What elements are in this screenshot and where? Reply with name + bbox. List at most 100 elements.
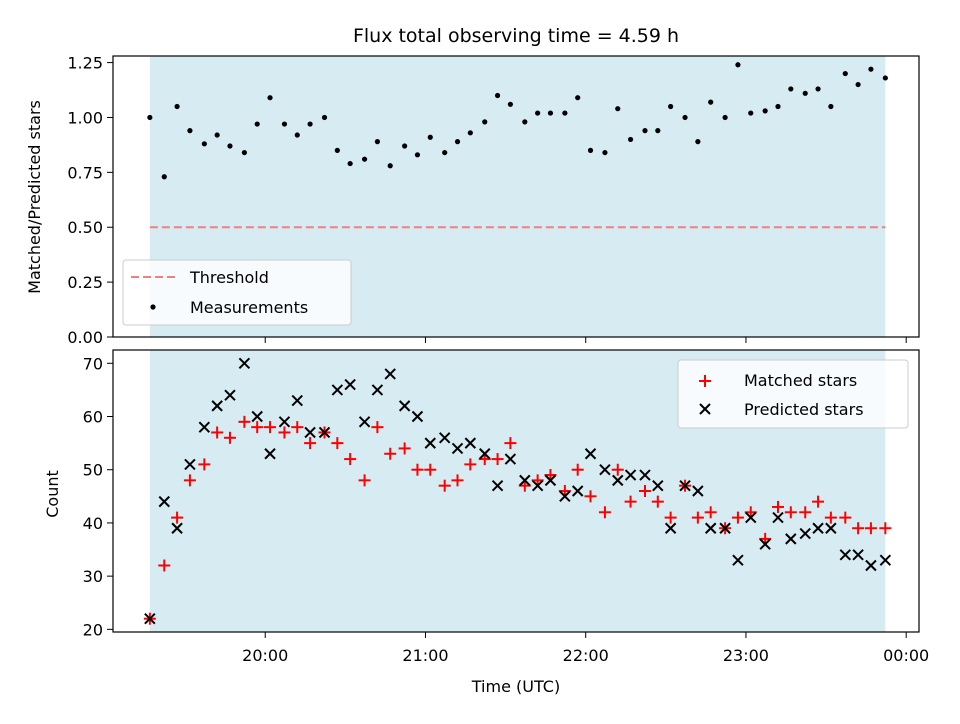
predicted-point-b (612, 474, 624, 487)
predicted-point-b (184, 458, 196, 471)
measurement-point (294, 132, 300, 138)
predicted-point (291, 394, 303, 407)
predicted-point-b (211, 400, 223, 412)
top-panel: 0.00 0.25 0.50 0.75 1.00 1.25 Matched/Predict… (25, 54, 920, 347)
matched-point (704, 506, 717, 519)
predicted-point-b (318, 426, 331, 439)
predicted-point-b (158, 495, 170, 508)
bottom-panel: 20 30 40 50 60 70 20:00 21:00 22:00 23:00 00:00 C… (43, 349, 929, 696)
bottom-ytick-label: 40 (83, 514, 103, 533)
predicted-point (584, 448, 597, 460)
measurement-point (482, 119, 488, 125)
measurement-point (615, 106, 621, 112)
predicted-point-b (825, 522, 837, 534)
predicted-point (825, 522, 837, 534)
predicted-point (184, 458, 196, 471)
measurement-point (467, 130, 473, 136)
predicted-point (652, 479, 664, 492)
predicted-point (211, 400, 223, 412)
chart-title: Flux total observing time = 4.59 h (353, 25, 679, 47)
predicted-point-b (852, 549, 864, 561)
x-tick-label: 00:00 (883, 646, 929, 665)
measurement-point (347, 160, 353, 167)
predicted-point (411, 410, 424, 423)
matched-point (651, 495, 664, 508)
measurement-point (642, 128, 648, 134)
predicted-point-b (759, 538, 771, 550)
legend-threshold-label: Threshold (189, 268, 269, 287)
predicted-point (158, 495, 170, 508)
measurement-point (868, 66, 874, 72)
x-axis-label: Time (UTC) (471, 677, 560, 696)
predicted-point-b (264, 448, 276, 460)
measurement-point (882, 75, 888, 81)
measurement-point (161, 174, 167, 180)
predicted-point-b (559, 490, 571, 503)
matched-point (331, 437, 344, 450)
predicted-point (371, 384, 384, 396)
predicted-point-b (732, 554, 744, 566)
measurement-point (748, 110, 754, 116)
measurement-point (668, 103, 674, 110)
measurement-point (547, 110, 554, 116)
matched-point (611, 463, 624, 476)
bottom-x-ticks: 20:00 21:00 22:00 23:00 00:00 (242, 632, 929, 665)
top-ytick-label: 0.50 (67, 218, 103, 237)
measurement-point (575, 95, 581, 101)
matched-point (198, 458, 211, 471)
measurement-point (775, 103, 781, 110)
predicted-point-b (224, 389, 236, 401)
predicted-point-b (692, 485, 704, 497)
predicted-point-b (772, 511, 784, 524)
matched-point (571, 463, 584, 476)
top-ytick-label: 1.00 (67, 108, 103, 127)
predicted-point (451, 442, 464, 455)
measurement-point (842, 70, 848, 77)
predicted-point (544, 474, 557, 487)
measurement-point (174, 103, 180, 110)
measurement-point (281, 121, 288, 127)
measurement-point (562, 110, 568, 116)
measurement-point (442, 149, 448, 156)
bottom-legend: Matched stars Predicted stars (677, 359, 909, 429)
matched-point (664, 511, 677, 524)
predicted-point-b (424, 437, 436, 449)
measurement-point (321, 114, 328, 121)
bottom-y-axis-label: Count (43, 470, 62, 518)
predicted-point (264, 448, 276, 460)
predicted-point-b (719, 522, 731, 534)
count-points (143, 357, 892, 625)
measurement-point (855, 81, 861, 88)
predicted-point-b (785, 533, 797, 545)
predicted-point-b (304, 426, 316, 439)
top-ytick-label: 1.25 (67, 54, 103, 73)
predicted-point-b (411, 410, 424, 423)
predicted-point (745, 511, 757, 524)
measurement-point (241, 149, 247, 156)
predicted-point (664, 522, 677, 534)
predicted-point-b (544, 474, 557, 487)
measurement-point (361, 156, 368, 162)
predicted-point (304, 426, 316, 439)
matched-point (624, 495, 637, 508)
top-legend: Threshold Measurements (122, 259, 352, 326)
predicted-point-b (371, 384, 384, 396)
matched-point (251, 421, 264, 434)
x-tick-label: 22:00 (563, 646, 609, 665)
matched-point (411, 463, 424, 476)
matched-point (852, 522, 865, 535)
predicted-point (639, 469, 651, 481)
top-ytick-label: 0.75 (67, 163, 103, 182)
predicted-point (772, 511, 784, 524)
predicted-point-b (238, 357, 251, 370)
predicted-point (879, 554, 892, 566)
predicted-point (559, 490, 571, 503)
predicted-point (719, 522, 731, 534)
predicted-point (144, 612, 156, 625)
measurement-point (815, 86, 821, 92)
predicted-point-b (652, 479, 664, 492)
predicted-point (865, 559, 877, 572)
measurement-point (402, 143, 408, 149)
x-tick-label: 20:00 (242, 646, 288, 665)
predicted-point-b (839, 549, 851, 561)
